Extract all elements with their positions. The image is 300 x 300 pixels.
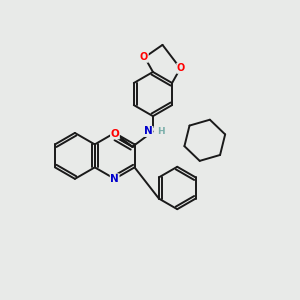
Text: O: O — [140, 52, 148, 62]
Text: N: N — [144, 126, 153, 136]
Text: O: O — [111, 129, 119, 139]
Text: N: N — [110, 174, 119, 184]
Text: H: H — [158, 127, 165, 136]
Text: O: O — [177, 63, 185, 73]
